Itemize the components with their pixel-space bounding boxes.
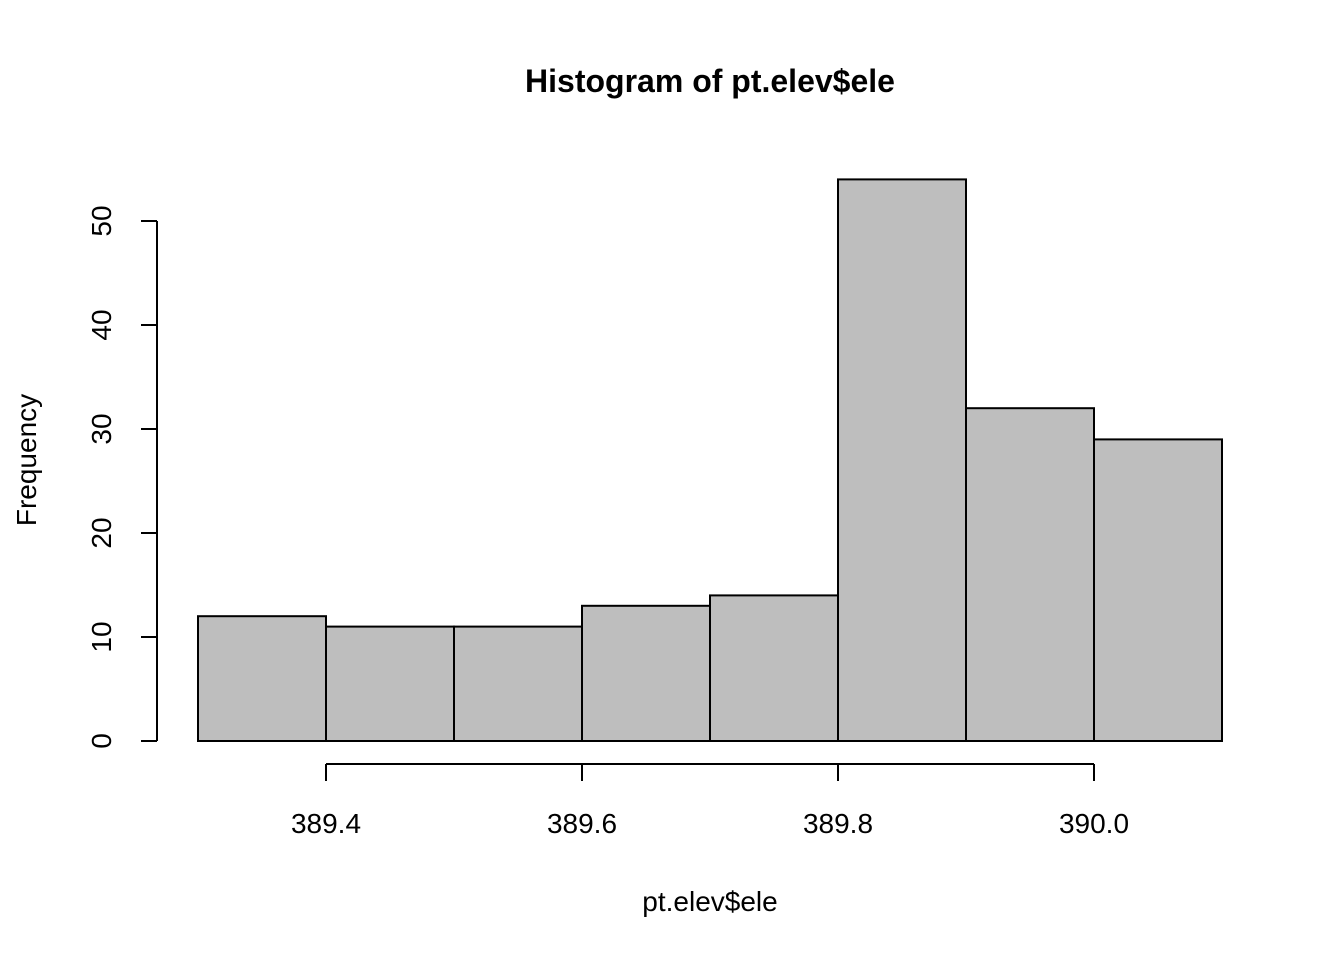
histogram-bar [581,604,711,742]
histogram-bar [453,625,583,742]
histogram-bar [197,615,327,743]
y-tick-label: 10 [86,621,117,652]
y-tick-label: 30 [86,413,117,444]
x-axis-label: pt.elev$ele [642,886,777,917]
y-tick-label: 40 [86,309,117,340]
y-tick-label: 0 [86,733,117,749]
y-tick-label: 20 [86,517,117,548]
x-tick-label: 389.6 [547,808,617,839]
histogram-bar [965,407,1095,742]
y-axis: 0 10 20 30 40 50 [86,205,158,749]
histogram-bar [709,594,839,743]
x-tick-label: 389.4 [291,808,361,839]
y-axis-label: Frequency [11,394,42,526]
x-axis: 389.4 389.6 389.8 390.0 [291,763,1129,839]
chart-title: Histogram of pt.elev$ele [525,63,895,99]
y-tick-label: 50 [86,205,117,236]
bars-group [197,178,1223,743]
histogram-bar [1093,438,1223,742]
x-tick-label: 389.8 [803,808,873,839]
x-tick-label: 390.0 [1059,808,1129,839]
histogram-bar [325,625,455,742]
histogram-bar [837,178,967,742]
